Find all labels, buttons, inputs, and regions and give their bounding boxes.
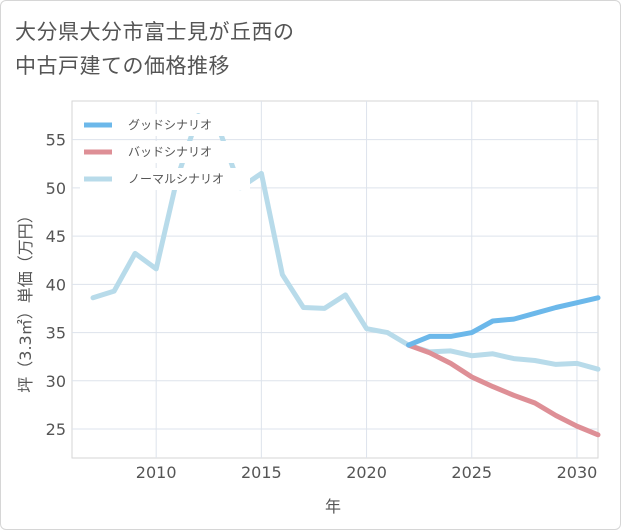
x-tick-label: 2030 (557, 463, 598, 482)
legend-label: ノーマルシナリオ (128, 172, 224, 186)
y-tick-label: 50 (46, 179, 66, 198)
x-axis-title: 年 (325, 497, 341, 516)
y-tick-label: 35 (46, 324, 66, 343)
y-tick-label: 45 (46, 227, 66, 246)
legend-bg (80, 168, 250, 190)
x-tick-label: 2020 (346, 463, 387, 482)
legend-label: バッドシナリオ (128, 145, 212, 159)
chart-title-line-2: 中古戸建ての価格推移 (15, 54, 230, 78)
series-line-1 (406, 295, 601, 348)
chart-title: 大分県大分市富士見が丘西の 中古戸建ての価格推移 (15, 15, 295, 83)
y-tick-label: 30 (46, 372, 66, 391)
x-tick-label: 2015 (241, 463, 282, 482)
y-tick-label: 40 (46, 275, 66, 294)
y-tick-label: 25 (46, 420, 66, 439)
y-tick-label: 55 (46, 131, 66, 150)
series-line-2 (406, 342, 601, 438)
x-tick-label: 2010 (136, 463, 177, 482)
axis-ticks: 2010 2015 2020 2025 2030 25 30 35 40 45 50 55 (46, 131, 598, 482)
grid-lines (72, 101, 598, 458)
chart-title-line-1: 大分県大分市富士見が丘西の (15, 20, 295, 44)
legend-bg (80, 141, 250, 163)
legend-label: グッドシナリオ (128, 118, 212, 132)
y-axis-title: 坪（3.3㎡）単価（万円） (16, 207, 35, 392)
legend-bg (80, 114, 250, 136)
x-tick-label: 2025 (451, 463, 492, 482)
